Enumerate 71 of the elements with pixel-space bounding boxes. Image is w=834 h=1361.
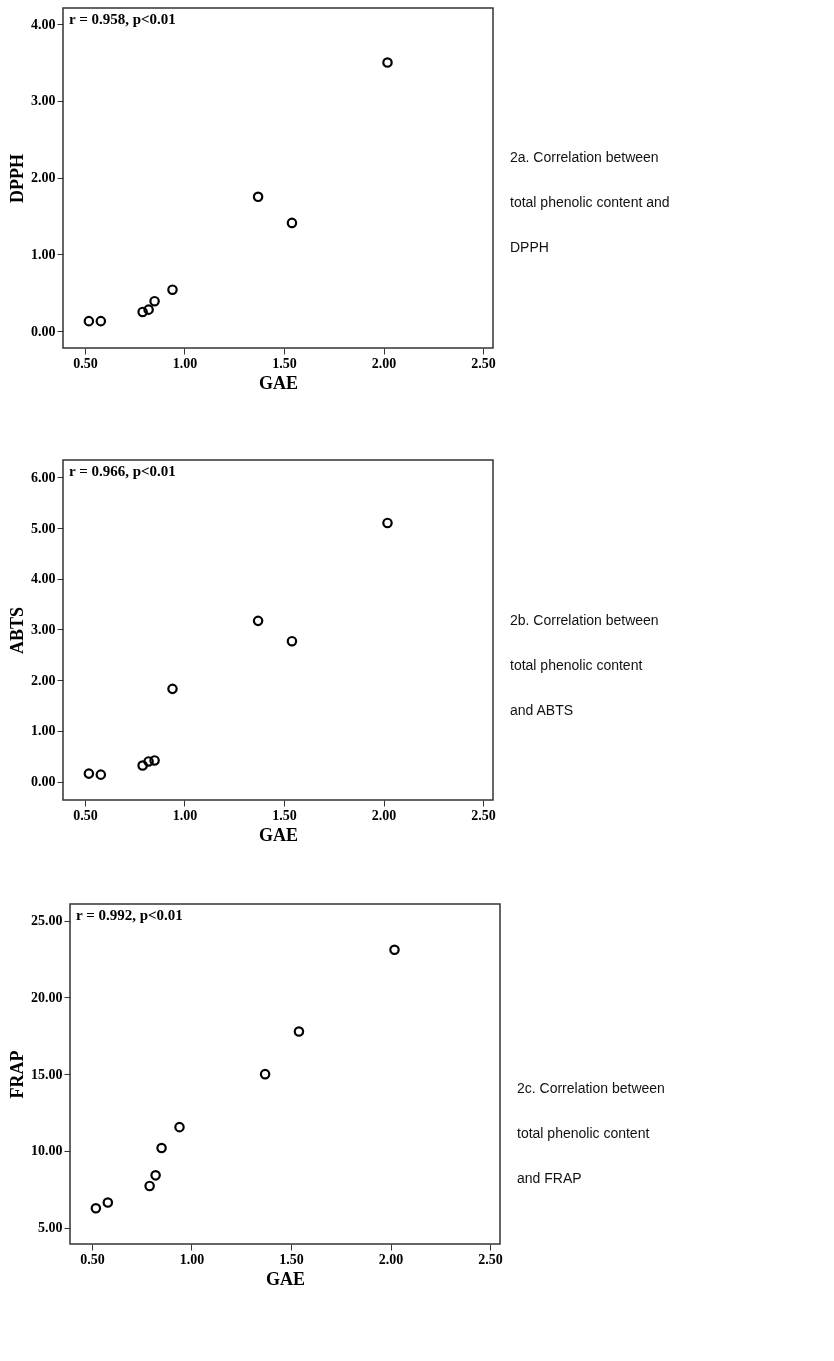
annotation: r = 0.966, p<0.01 (69, 463, 176, 479)
point (286, 635, 298, 647)
x-tick-label: 1.50 (279, 1251, 304, 1267)
x-tick-label: 1.50 (272, 355, 297, 371)
x-tick-label: 1.00 (172, 807, 198, 823)
point (149, 755, 160, 766)
x-tick-label: 2.00 (378, 1251, 404, 1267)
point (143, 756, 154, 767)
point (167, 683, 178, 695)
point (137, 760, 148, 771)
y-tick-label: 10.00 (31, 1143, 63, 1159)
x-axis-title: GAE (265, 1268, 306, 1289)
y-tick-label: 3.00 (31, 621, 56, 637)
point (137, 306, 148, 318)
x-tick-label: 2.50 (471, 355, 496, 371)
x-tick-label: 0.50 (80, 1251, 105, 1267)
y-tick-label: 0.00 (31, 323, 56, 339)
point (144, 1180, 155, 1192)
y-tick-label: 2.00 (31, 170, 56, 186)
y-tick-label: 15.00 (31, 1066, 63, 1082)
y-tick-label: 3.00 (31, 93, 56, 109)
x-tick-label: 2.00 (371, 355, 397, 371)
point (174, 1121, 185, 1133)
x-tick-label: 1.00 (179, 1251, 205, 1267)
y-axis-title: DPPH (7, 154, 27, 203)
y-tick-label: 4.00 (31, 16, 56, 32)
point (252, 615, 264, 627)
y-tick-label: 25.00 (31, 913, 63, 929)
point (389, 944, 400, 956)
x-tick-label: 1.00 (172, 355, 198, 371)
point (167, 284, 178, 295)
point (95, 769, 107, 780)
y-tick-label: 5.00 (38, 1220, 63, 1236)
x-tick-label: 0.50 (73, 355, 98, 371)
y-tick-label: 0.00 (31, 774, 56, 790)
annotation: r = 0.992, p<0.01 (76, 907, 183, 923)
point (252, 191, 264, 203)
y-tick-label: 1.00 (31, 723, 56, 739)
point (150, 1170, 161, 1181)
point (293, 1026, 305, 1037)
x-tick-label: 0.50 (73, 807, 98, 823)
y-tick-label: 5.00 (31, 520, 56, 536)
point (286, 217, 298, 229)
x-tick-label: 2.50 (471, 807, 496, 823)
annotation: r = 0.958, p<0.01 (69, 11, 176, 27)
y-tick-label: 1.00 (31, 246, 56, 262)
y-tick-label: 20.00 (31, 989, 63, 1005)
x-tick-label: 2.50 (478, 1251, 503, 1267)
text: 2b. Correlation between total phenolic content and ABTS (510, 612, 659, 718)
y-axis-title: FRAP (7, 1050, 27, 1099)
point (90, 1202, 102, 1214)
x-tick-label: 2.00 (371, 807, 397, 823)
point (382, 517, 393, 529)
point (149, 295, 160, 307)
x-axis-title: GAE (258, 824, 299, 845)
point (382, 57, 393, 68)
y-axis-title: ABTS (7, 606, 27, 655)
point (83, 315, 95, 327)
point (83, 768, 95, 779)
y-tick-label: 2.00 (31, 672, 56, 688)
y-tick-label: 6.00 (31, 469, 56, 485)
point (102, 1197, 114, 1208)
x-axis-title: GAE (258, 372, 299, 393)
text: 2c. Correlation between total phenolic content and FRAP (517, 1080, 665, 1186)
point (95, 315, 107, 327)
point (156, 1142, 167, 1154)
point (259, 1068, 271, 1080)
x-tick-label: 1.50 (272, 807, 297, 823)
point (143, 304, 154, 315)
text: 2a. Correlation between total phenolic content and DPPH (510, 149, 670, 255)
y-tick-label: 4.00 (31, 571, 56, 587)
